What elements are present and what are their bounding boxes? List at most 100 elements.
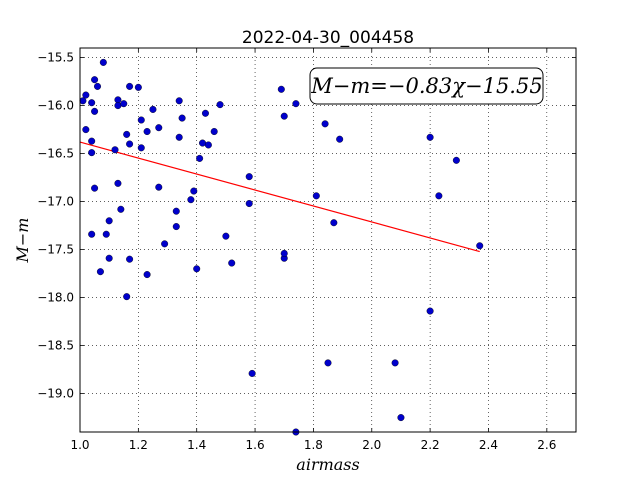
data-point <box>312 192 320 200</box>
data-point <box>134 83 142 91</box>
x-tick-label: 1.4 <box>187 438 206 452</box>
data-point <box>91 184 99 192</box>
data-point <box>114 102 122 110</box>
equation-annotation: M−m=−0.83χ−15.55 <box>309 67 544 105</box>
data-point <box>99 58 107 66</box>
data-point <box>155 124 163 132</box>
data-point <box>111 146 119 154</box>
data-point <box>330 219 338 227</box>
data-point <box>91 107 99 115</box>
data-point <box>172 207 180 215</box>
fit-line <box>79 141 480 253</box>
data-point <box>201 109 209 117</box>
data-point <box>210 128 218 136</box>
data-point <box>336 135 344 143</box>
data-point <box>126 140 134 148</box>
data-point <box>126 255 134 263</box>
data-point <box>222 232 230 240</box>
x-tick-label: 1.0 <box>70 438 89 452</box>
data-point <box>117 205 125 213</box>
data-point <box>161 240 169 248</box>
x-tick-label: 1.2 <box>129 438 148 452</box>
data-point <box>96 268 104 276</box>
data-point <box>228 259 236 267</box>
chart-title: 2022-04-30_004458 <box>242 28 414 48</box>
data-point <box>391 359 399 367</box>
data-point <box>245 200 253 208</box>
data-point <box>199 139 207 147</box>
data-points <box>79 58 484 436</box>
data-point <box>105 217 113 225</box>
data-point <box>204 141 212 149</box>
annotation-text: M−m=−0.83χ−15.55 <box>310 74 542 98</box>
data-point <box>280 249 288 257</box>
data-point <box>123 293 131 301</box>
data-point <box>196 154 204 162</box>
data-point <box>82 91 90 99</box>
grid <box>80 48 576 432</box>
data-point <box>324 359 332 367</box>
data-point <box>435 192 443 200</box>
data-point <box>397 414 405 422</box>
data-point <box>175 97 183 105</box>
data-point <box>143 128 151 136</box>
x-axis-label: airmass <box>296 455 359 474</box>
data-point <box>120 100 128 108</box>
data-point <box>280 112 288 120</box>
x-tick-label: 1.6 <box>246 438 265 452</box>
data-point <box>175 133 183 141</box>
y-tick-label: −16.0 <box>37 99 74 113</box>
x-tick-label: 2.4 <box>479 438 498 452</box>
data-point <box>190 187 198 195</box>
data-point <box>94 82 102 90</box>
data-point <box>172 223 180 231</box>
data-point <box>245 173 253 181</box>
y-tick-label: −18.0 <box>37 291 74 305</box>
data-point <box>187 196 195 204</box>
y-tick-label: −19.0 <box>37 387 74 401</box>
data-point <box>248 369 256 377</box>
data-point <box>126 82 134 90</box>
data-point <box>82 126 90 134</box>
y-axis-label: M−m <box>13 218 32 264</box>
data-point <box>193 265 201 273</box>
x-tick-label: 1.8 <box>304 438 323 452</box>
data-point <box>88 137 96 145</box>
data-point <box>79 97 87 105</box>
y-tick-label: −15.5 <box>37 51 74 65</box>
y-tick-label: −17.5 <box>37 243 74 257</box>
data-point <box>155 183 163 191</box>
axis-ticks: 1.0 1.2 1.4 1.6 1.8 2.0 2.2 2.4 2.6 −15.5 −16.0 −16… <box>37 48 576 452</box>
annotation-box <box>309 67 544 105</box>
plot-frame <box>79 47 577 433</box>
data-point <box>216 101 224 109</box>
data-point <box>292 100 300 108</box>
data-point <box>105 254 113 262</box>
x-tick-label: 2.6 <box>537 438 556 452</box>
data-point <box>137 144 145 152</box>
data-point <box>102 230 110 238</box>
data-point <box>88 149 96 157</box>
data-point <box>476 242 484 250</box>
data-point <box>426 307 434 315</box>
data-point <box>149 105 157 113</box>
data-point <box>91 76 99 84</box>
data-point <box>88 99 96 107</box>
x-tick-label: 2.0 <box>362 438 381 452</box>
x-tick-label: 2.2 <box>421 438 440 452</box>
data-point <box>143 271 151 279</box>
y-tick-label: −16.5 <box>37 147 74 161</box>
data-point <box>137 116 145 124</box>
y-tick-label: −18.5 <box>37 339 74 353</box>
data-point <box>88 230 96 238</box>
data-point <box>114 179 122 187</box>
data-point <box>426 133 434 141</box>
data-point <box>178 114 186 122</box>
y-tick-label: −17.0 <box>37 195 74 209</box>
data-point <box>277 85 285 93</box>
fit-line-layer <box>79 141 480 253</box>
data-point <box>452 156 460 164</box>
data-point <box>123 130 131 138</box>
data-point <box>321 120 329 128</box>
